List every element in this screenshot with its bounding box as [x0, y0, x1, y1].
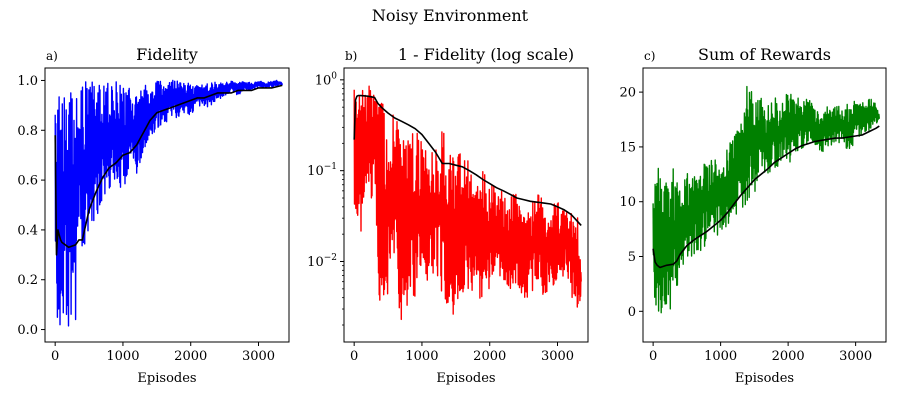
x-tick-label: 1000	[405, 349, 438, 364]
panel-title: 1 - Fidelity (log scale)	[398, 45, 574, 64]
series-line-raw	[353, 85, 582, 321]
x-tick-label: 2000	[174, 349, 207, 364]
panel-a: 0 1000 2000 3000 0.0 0.2 0.4 0.6 0.8 1.0 Fidelity a…	[17, 45, 290, 386]
y-tick-label: 0.0	[17, 323, 38, 338]
series-line-raw	[54, 79, 283, 327]
y-tick-label: 1.0	[17, 74, 38, 89]
y-tick-label: 20	[619, 86, 636, 101]
x-tick-label: 3000	[839, 349, 872, 364]
x-tick-label: 2000	[473, 349, 506, 364]
y-tick-label: 5	[628, 250, 636, 265]
x-axis-label: Episodes	[137, 371, 196, 386]
y-tick-label: 15	[619, 140, 636, 155]
series-line-raw	[652, 85, 880, 314]
y-tick-label: 10−2	[307, 253, 337, 270]
x-tick-label: 0	[350, 349, 358, 364]
axes-frame	[642, 67, 887, 343]
panel-title: Sum of Rewards	[698, 45, 831, 64]
panel-c: 0 1000 2000 3000 0 5 10 15 20 Sum of Rewards c) Epi…	[619, 45, 887, 386]
axes-frame	[44, 67, 290, 343]
x-tick-label: 2000	[772, 349, 805, 364]
y-tick-label: 0.2	[17, 273, 38, 288]
plot-area	[652, 85, 880, 314]
y-tick-label: 0.8	[17, 124, 38, 139]
y-tick-label: 0.4	[17, 223, 38, 238]
x-axis-label: Episodes	[436, 371, 495, 386]
x-tick-label: 3000	[541, 349, 574, 364]
panel-b: 0 1000 2000 3000 10−2 10−1 100 1 - Fidelity (lo…	[307, 45, 589, 386]
series-line-average	[353, 94, 582, 226]
x-tick-label: 1000	[106, 349, 139, 364]
x-tick-label: 0	[649, 349, 657, 364]
x-tick-label: 1000	[704, 349, 737, 364]
x-axis-label: Episodes	[735, 371, 794, 386]
plot-area	[54, 79, 283, 327]
y-tick-label: 10−1	[307, 162, 337, 179]
series-line-average	[54, 84, 283, 256]
series-line-average	[652, 125, 880, 269]
y-tick-label: 10	[619, 195, 636, 210]
x-tick-label: 3000	[242, 349, 275, 364]
panel-title: Fidelity	[136, 45, 198, 64]
panel-label: b)	[345, 49, 357, 63]
y-tick-label: 100	[315, 71, 338, 88]
plot-area	[353, 85, 582, 321]
panel-label: c)	[644, 49, 655, 63]
figure-title: Noisy Environment	[372, 6, 529, 25]
y-tick-label: 0.6	[17, 174, 38, 189]
x-tick-label: 0	[51, 349, 59, 364]
y-tick-label: 0	[628, 305, 636, 320]
axes-frame	[343, 67, 589, 343]
panel-label: a)	[46, 49, 58, 63]
